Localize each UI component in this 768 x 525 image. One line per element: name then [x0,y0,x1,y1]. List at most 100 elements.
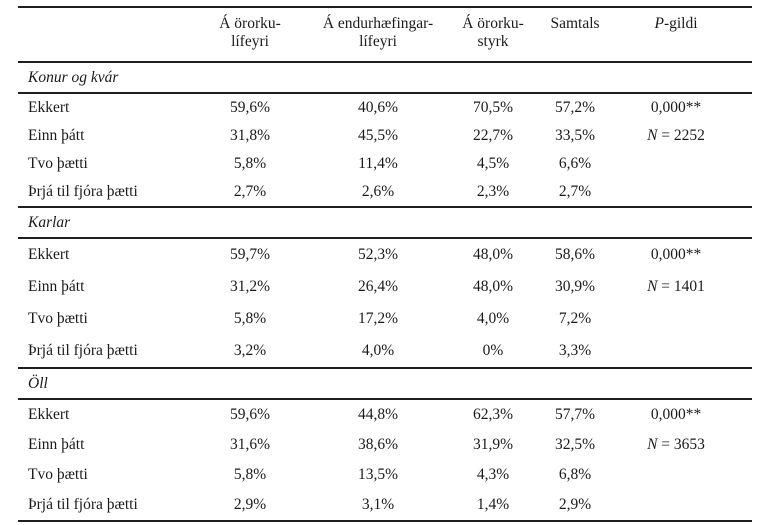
row-label: Einn þátt [28,278,85,296]
cell-value: 3,2% [233,342,267,360]
cell-value: 1,4% [476,496,510,514]
table-row: Ekkert 59,6% 40,6% 70,5% 57,2% 0,000** [18,93,752,122]
empty-cell [610,490,752,521]
header-col-ororkustyrk: Á örorku- styrk [446,7,540,63]
table-header-row: Á örorku- lífeyri Á endurhæfingar- lífey… [18,7,752,63]
cell-value: 6,8% [558,466,592,484]
p-value: 0,000** [650,406,702,424]
row-label: Ekkert [28,246,70,264]
cell-value: 31,2% [229,278,271,296]
cell-value: 48,0% [472,246,514,264]
n-symbol: N [647,127,658,145]
cell-value: 31,6% [229,436,271,454]
cell-value: 2,9% [233,496,267,514]
cell-value: 4,3% [476,466,510,484]
cell-value: 33,5% [554,127,596,145]
cell-value: 7,2% [558,310,592,328]
cell-value: 31,8% [229,127,271,145]
table-row: Þrjá til fjóra þætti 2,9% 3,1% 1,4% 2,9% [18,490,752,521]
cell-value: 32,5% [554,436,596,454]
n-count: = 3653 [657,436,705,454]
cell-value: 2,7% [558,183,592,201]
cell-value: 52,3% [357,246,399,264]
cell-value: 17,2% [357,310,399,328]
row-label: Einn þátt [28,127,85,145]
header-line: Á endurhæfingar- [322,15,434,32]
section-header-oll: Öll [18,367,752,400]
cell-value: 0% [482,342,504,360]
cell-value: 11,4% [358,155,398,173]
section-title: Konur og kvár [28,68,119,86]
n-value: N = 2252 [610,122,752,150]
table-row: Einn þátt 31,8% 45,5% 22,7% 33,5% N = 22… [18,122,752,150]
empty-cell [610,150,752,178]
cell-value: 40,6% [357,99,399,117]
cell-value: 4,0% [361,342,395,360]
header-line: Á örorku- [462,15,524,32]
table-row: Einn þátt 31,2% 26,4% 48,0% 30,9% N = 14… [18,271,752,303]
cell-value: 4,0% [476,310,510,328]
row-label: Ekkert [28,99,70,117]
empty-cell [610,335,752,368]
cell-value: 70,5% [472,99,514,117]
p-suffix: -gildi [663,15,698,32]
cell-value: 59,7% [229,246,271,264]
cell-value: 5,8% [233,466,267,484]
header-col-pgildi: P-gildi [610,7,752,63]
row-label: Tvo þætti [28,466,88,484]
cell-value: 5,8% [233,310,267,328]
n-symbol: N [647,436,658,454]
cell-value: 44,8% [357,406,399,424]
cell-value: 4,5% [476,155,510,173]
header-empty-cell [18,7,190,63]
table-row: Þrjá til fjóra þætti 2,7% 2,6% 2,3% 2,7% [18,178,752,207]
n-symbol: N [647,278,658,296]
n-count: = 1401 [657,278,705,296]
table-row: Þrjá til fjóra þætti 3,2% 4,0% 0% 3,3% [18,335,752,368]
cell-value: 57,2% [554,99,596,117]
section-title: Karlar [28,213,71,231]
cell-value: 5,8% [233,155,267,173]
cell-value: 59,6% [229,99,271,117]
header-line: Á örorku- [219,15,281,32]
row-label: Þrjá til fjóra þætti [28,496,138,514]
header-col-ororkulifeyri: Á örorku- lífeyri [190,7,310,63]
cell-value: 26,4% [357,278,399,296]
cell-value: 3,1% [361,496,395,514]
section-title: Öll [28,374,48,392]
cell-value: 57,7% [554,406,596,424]
row-label: Einn þátt [28,436,85,454]
section-header-konur-og-kvar: Konur og kvár [18,61,752,94]
header-line: lífeyri [231,32,269,50]
row-label: Tvo þætti [28,310,88,328]
row-label: Þrjá til fjóra þætti [28,183,138,201]
table-row: Einn þátt 31,6% 38,6% 31,9% 32,5% N = 36… [18,430,752,460]
header-line: styrk [477,32,509,50]
header-line: lífeyri [359,32,397,50]
cell-value: 6,6% [558,155,592,173]
cell-value: 2,9% [558,496,592,514]
table-row: Tvo þætti 5,8% 13,5% 4,3% 6,8% [18,460,752,490]
row-label: Þrjá til fjóra þætti [28,342,138,360]
cell-value: 48,0% [472,278,514,296]
cell-value: 59,6% [229,406,271,424]
p-value: 0,000** [650,246,702,264]
cell-value: 2,6% [361,183,395,201]
table-row: Ekkert 59,6% 44,8% 62,3% 57,7% 0,000** [18,399,752,430]
cell-value: 62,3% [472,406,514,424]
n-count: = 2252 [657,127,705,145]
cell-value: 45,5% [357,127,399,145]
table-row: Ekkert 59,7% 52,3% 48,0% 58,6% 0,000** [18,238,752,271]
table-row: Tvo þætti 5,8% 11,4% 4,5% 6,6% [18,150,752,178]
n-value: N = 1401 [610,271,752,303]
cell-value: 2,3% [476,183,510,201]
cell-value: 13,5% [357,466,399,484]
cell-value: 3,3% [558,342,592,360]
section-header-karlar: Karlar [18,206,752,239]
cell-value: 58,6% [554,246,596,264]
n-value: N = 3653 [610,430,752,460]
p-symbol: P [654,15,664,32]
cell-value: 2,7% [233,183,267,201]
cell-value: 31,9% [472,436,514,454]
